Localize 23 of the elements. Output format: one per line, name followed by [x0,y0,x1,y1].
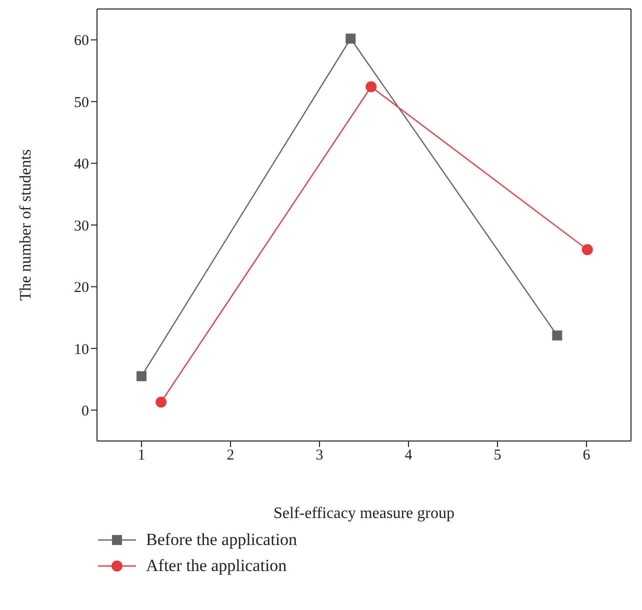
point [156,396,167,408]
x-tick-label: 2 [226,448,234,464]
point [366,81,377,92]
point [582,244,593,256]
y-tick-label: 30 [74,218,89,234]
x-tick-label: 6 [582,448,591,464]
legend-label: Before the application [146,530,298,550]
x-tick-label: 5 [494,448,502,464]
y-axis-title: The number of students [18,149,35,301]
point [346,34,356,44]
y-tick-label: 0 [82,403,89,420]
x-axis-title: Self-efficacy measure group [274,505,454,522]
y-tick-label: 60 [74,33,89,50]
x-tick-label: 1 [138,448,146,464]
x-tick-label: 3 [316,448,324,464]
point [552,330,562,340]
y-tick-label: 10 [74,342,89,358]
x-tick-label: 4 [404,448,413,464]
y-tick-label: 20 [74,280,89,296]
y-tick-label: 50 [74,94,89,111]
legend-label: After the application [146,556,287,576]
y-tick-label: 40 [74,156,89,173]
point [136,371,146,382]
